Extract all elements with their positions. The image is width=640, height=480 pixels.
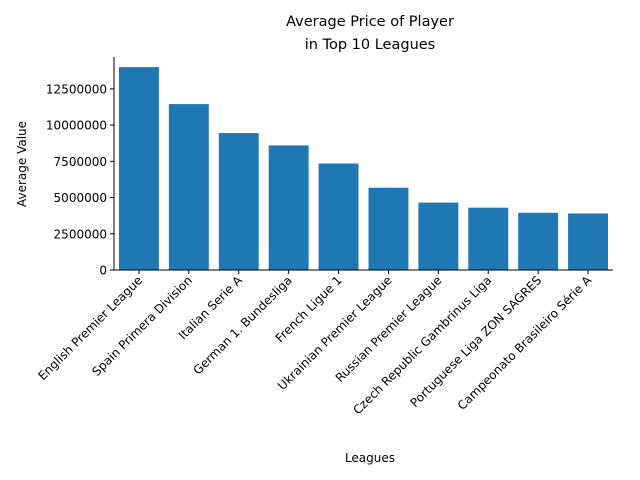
bar-9 [568, 213, 609, 270]
y-axis-label: Average Value [15, 121, 29, 207]
y-tick-label-5: 12500000 [46, 82, 107, 96]
bar-1 [168, 104, 209, 270]
chart-title-line-2: in Top 10 Leagues [305, 37, 435, 53]
bar-8 [518, 212, 559, 270]
chart-title-line-1: Average Price of Player [286, 14, 454, 30]
x-tick-label-1: Spain Primera Division [89, 273, 195, 379]
bars-group [118, 67, 609, 270]
bar-6 [418, 202, 459, 270]
x-tick-label-3: German 1. Bundesliga [190, 273, 294, 377]
y-tick-label-3: 7500000 [54, 155, 107, 169]
y-tick-label-1: 2500000 [54, 227, 107, 241]
y-tick-label-4: 10000000 [46, 119, 107, 133]
bar-7 [468, 207, 509, 270]
bar-3 [268, 145, 309, 270]
bar-2 [218, 133, 259, 270]
x-axis-label: Leagues [345, 451, 395, 465]
y-tick-label-0: 0 [99, 264, 107, 278]
bar-0 [118, 67, 159, 270]
bar-4 [318, 163, 359, 270]
bar-5 [368, 187, 409, 270]
y-axis-ticks: 0 2500000 5000000 7500000 10000000 12500000 [46, 82, 114, 278]
x-tick-label-0: English Premier League [35, 273, 145, 383]
y-tick-label-2: 5000000 [54, 191, 107, 205]
